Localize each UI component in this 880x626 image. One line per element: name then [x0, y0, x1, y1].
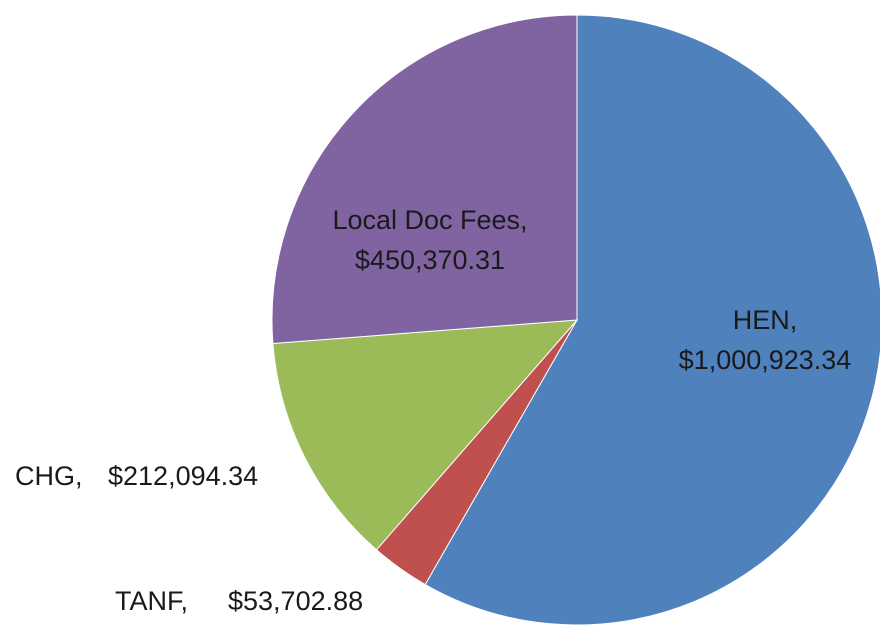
- pie-slice: [272, 319, 579, 551]
- slice-name: HEN,: [733, 305, 798, 335]
- slice-value-label: $53,702.88: [228, 586, 363, 616]
- slice-value-label: $450,370.31: [355, 245, 505, 275]
- slice-value-label: $212,094.34: [108, 461, 258, 491]
- pie-slice: [271, 14, 578, 345]
- slice-name: TANF,: [115, 586, 188, 616]
- pie-slice: [424, 14, 880, 626]
- slice-name: CHG,: [15, 461, 83, 491]
- slice-name: Local Doc Fees,: [332, 205, 527, 235]
- slice-value-label: $1,000,923.34: [679, 345, 852, 375]
